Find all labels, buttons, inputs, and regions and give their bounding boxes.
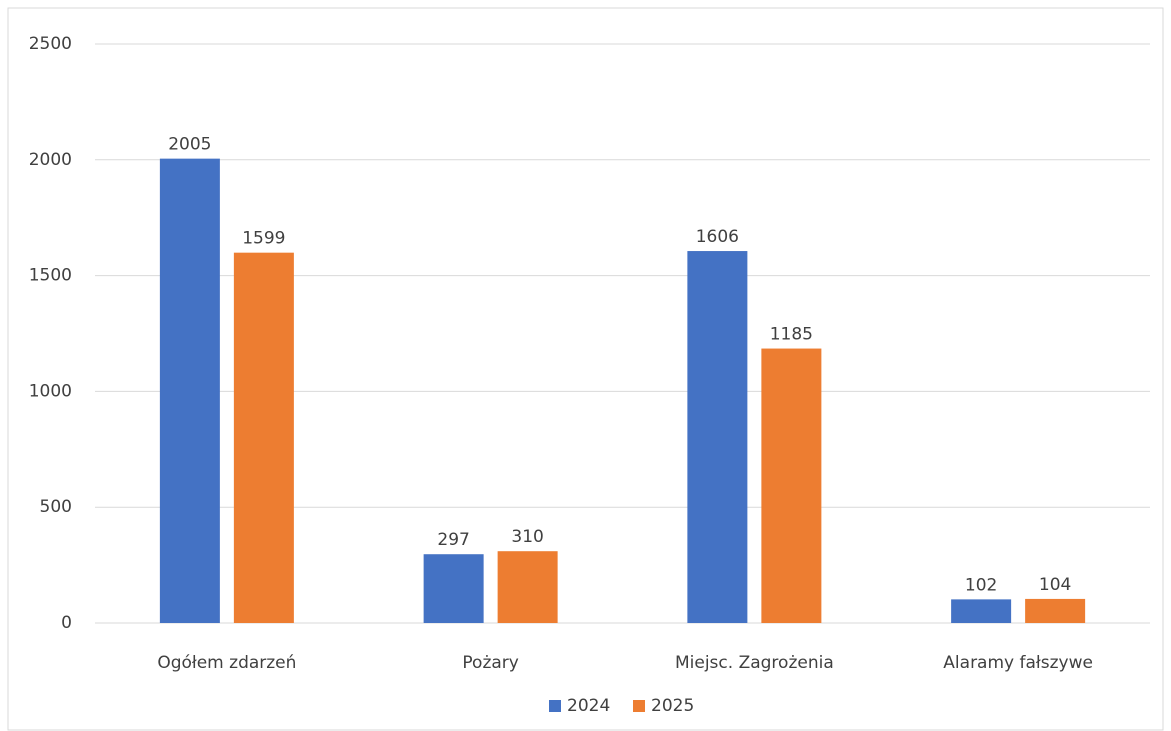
bar — [159, 158, 220, 623]
legend-swatch — [549, 700, 561, 712]
data-label: 102 — [965, 575, 997, 595]
y-tick-label: 2000 — [29, 150, 72, 170]
bar — [423, 554, 484, 623]
y-tick-label: 1500 — [29, 266, 72, 286]
y-tick-label: 1000 — [29, 381, 72, 401]
x-tick-label: Alaramy fałszywe — [943, 653, 1093, 673]
bar — [233, 252, 294, 623]
legend-swatch — [633, 700, 645, 712]
y-tick-label: 500 — [40, 497, 72, 517]
legend-label: 2024 — [567, 696, 610, 716]
data-label: 297 — [437, 530, 469, 550]
x-tick-label: Ogółem zdarzeń — [157, 653, 296, 673]
data-label: 104 — [1039, 575, 1071, 595]
data-label: 1185 — [770, 325, 813, 345]
data-label: 1599 — [242, 229, 285, 249]
x-tick-label: Pożary — [462, 653, 518, 673]
y-tick-label: 2500 — [29, 34, 72, 54]
data-label: 2005 — [168, 135, 211, 155]
bar — [951, 599, 1012, 623]
bar — [761, 348, 822, 623]
data-label: 1606 — [696, 227, 739, 247]
bar — [1025, 598, 1086, 623]
legend-label: 2025 — [651, 696, 694, 716]
y-tick-label: 0 — [61, 613, 72, 633]
data-label: 310 — [511, 527, 543, 547]
bar — [497, 551, 558, 623]
x-tick-label: Miejsc. Zagrożenia — [675, 653, 834, 673]
bar — [687, 251, 748, 623]
